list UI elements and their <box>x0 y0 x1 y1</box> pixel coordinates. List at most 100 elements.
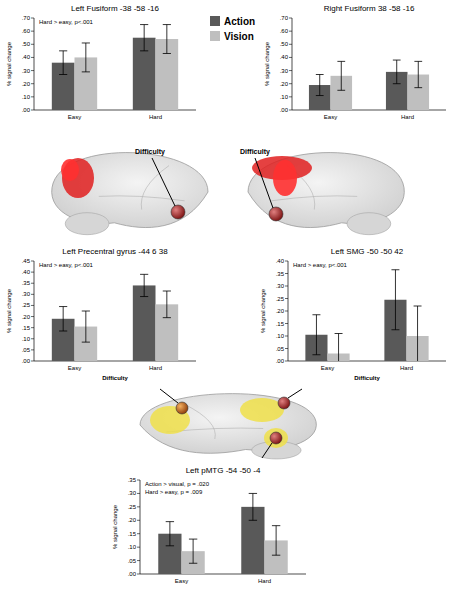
tick-label: .40 <box>22 54 31 60</box>
tick <box>285 273 288 274</box>
tick-label: .35 <box>276 271 285 277</box>
tick <box>289 96 292 97</box>
tick <box>285 298 288 299</box>
tick <box>31 57 34 58</box>
tick-label: .40 <box>22 269 31 275</box>
tick <box>31 96 34 97</box>
annotation: Hard > easy, p<.001 <box>293 262 348 268</box>
axis-title: % signal change <box>112 504 118 549</box>
chart-title: Left SMG -50 -50 42 <box>331 247 404 256</box>
tick-label: .50 <box>22 41 31 47</box>
error-cap <box>391 269 399 270</box>
error-cap <box>316 95 324 96</box>
pointer-line <box>255 158 273 208</box>
activation <box>273 160 297 196</box>
pointer-line <box>262 443 272 458</box>
tick <box>137 533 140 534</box>
tick-label: .05 <box>128 558 137 564</box>
tick <box>137 520 140 521</box>
annotation: Hard > easy, p<.001 <box>39 262 94 268</box>
activation <box>240 398 284 422</box>
tick <box>285 286 288 287</box>
error-line <box>319 75 320 96</box>
tick-label: .70 <box>22 15 31 21</box>
tick <box>289 110 292 111</box>
tick-label: .30 <box>22 68 31 74</box>
error-cap <box>166 545 174 546</box>
category-label: Hard <box>401 114 414 120</box>
error-cap <box>337 61 345 62</box>
pointer-line <box>288 389 302 398</box>
category-label: Hard <box>149 365 162 371</box>
annotation: Hard > easy, p<.001 <box>39 19 94 25</box>
error-bar <box>272 526 280 556</box>
error-bar <box>337 61 345 90</box>
tick-label: .10 <box>22 336 31 342</box>
tick-label: .10 <box>276 333 285 339</box>
chart-panel: Left Precentral gyrus -44 6 38% signal c… <box>6 247 196 381</box>
error-cap <box>249 520 257 521</box>
error-bar <box>140 274 148 296</box>
legend-label: Vision <box>224 31 254 42</box>
error-line <box>144 274 145 296</box>
y-axis <box>292 18 293 110</box>
chart-panel: Right Fusiform 38 -58 -16% signal change… <box>264 4 446 120</box>
tick-label: .20 <box>276 308 285 314</box>
tick-label: .30 <box>128 490 137 496</box>
category-label: Easy <box>321 365 334 371</box>
error-cap <box>140 296 148 297</box>
tick <box>289 18 292 19</box>
error-cap <box>163 317 171 318</box>
error-line <box>169 522 170 546</box>
error-bar <box>163 25 171 54</box>
error-line <box>63 51 64 75</box>
error-cap <box>189 539 197 540</box>
tick-label: .50 <box>280 41 289 47</box>
tick <box>31 83 34 84</box>
error-cap <box>82 342 90 343</box>
tick-label: .10 <box>128 544 137 550</box>
error-bar <box>59 307 67 331</box>
chart-panel: Left pMTG -54 -50 -4% signal change.00.0… <box>112 466 306 584</box>
activation <box>61 159 79 181</box>
category-label: Hard <box>258 578 271 584</box>
error-bar <box>335 334 343 362</box>
error-bar <box>414 61 422 87</box>
category-label: Easy <box>324 114 337 120</box>
tick <box>31 294 34 295</box>
tick-label: .25 <box>128 504 137 510</box>
error-cap <box>140 274 148 275</box>
error-cap <box>312 354 320 355</box>
axis-title: % signal change <box>260 288 266 333</box>
error-cap <box>335 333 343 334</box>
tick-label: .05 <box>22 347 31 353</box>
tick <box>285 323 288 324</box>
roi-sphere <box>270 432 282 444</box>
error-bar <box>189 539 197 563</box>
tick <box>31 70 34 71</box>
error-line <box>417 306 418 361</box>
tick-label: .40 <box>280 54 289 60</box>
category-label: Easy <box>175 578 188 584</box>
error-bar <box>414 306 422 361</box>
tick <box>289 83 292 84</box>
tick-label: .30 <box>276 283 285 289</box>
error-cap <box>166 521 174 522</box>
error-line <box>193 539 194 563</box>
tick <box>285 361 288 362</box>
pointer-line <box>160 389 178 403</box>
error-bar <box>312 315 320 355</box>
marks <box>309 60 429 110</box>
error-line <box>316 315 317 355</box>
error-cap <box>189 563 197 564</box>
error-bar <box>391 270 399 330</box>
error-cap <box>414 61 422 62</box>
marks <box>158 493 287 574</box>
error-cap <box>414 87 422 88</box>
cerebellum <box>347 213 391 235</box>
tick-label: .10 <box>22 94 31 100</box>
activation <box>62 158 94 198</box>
legend-swatch <box>210 16 220 26</box>
chart-title: Left Fusiform -38 -58 -16 <box>71 4 160 13</box>
chart-title: Left pMTG -54 -50 -4 <box>186 466 261 475</box>
